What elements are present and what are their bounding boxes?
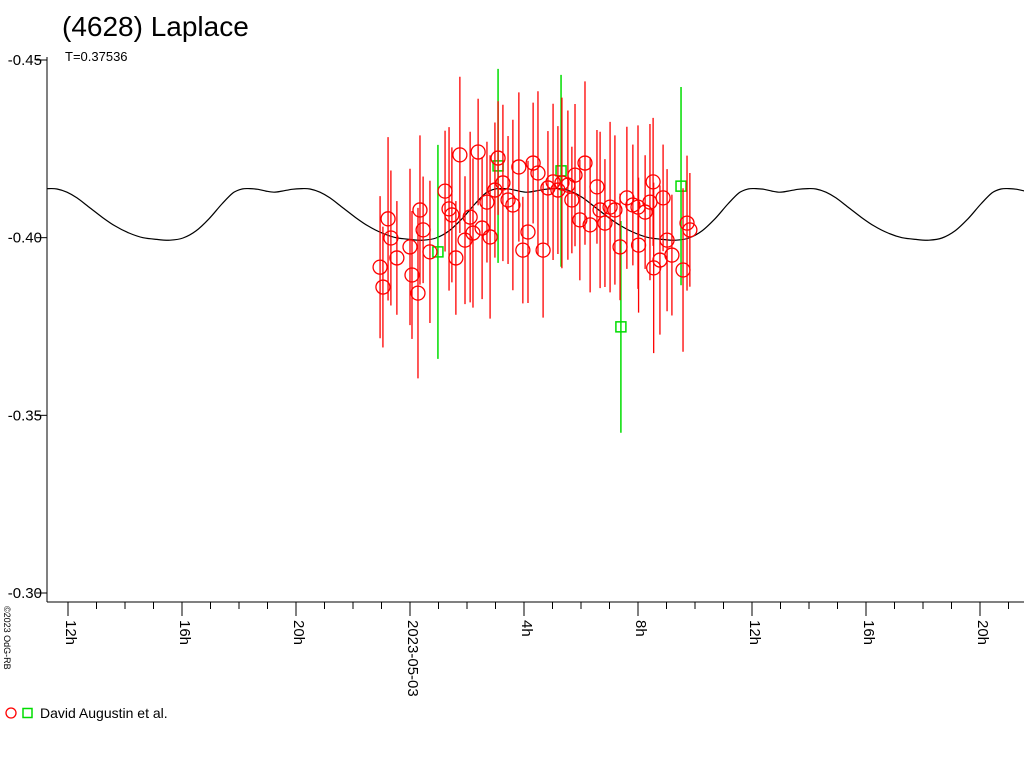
- period-label: T=0.37536: [65, 49, 128, 64]
- circle-marker: [550, 182, 566, 198]
- circle-marker: [655, 190, 671, 206]
- square-marker: [675, 180, 687, 192]
- circle-marker: [412, 202, 428, 218]
- model-curve: [47, 187, 1024, 241]
- circle-marker: [597, 215, 613, 231]
- circle-marker: [592, 202, 608, 218]
- x-tick-label: 20h: [974, 620, 991, 645]
- x-tick-label: 12h: [62, 620, 79, 645]
- legend-markers: [5, 707, 33, 719]
- x-tick-label: 16h: [176, 620, 193, 645]
- circle-marker: [500, 192, 516, 208]
- x-tick-label: 4h: [518, 620, 535, 637]
- circle-marker: [540, 180, 556, 196]
- legend-square-marker-icon: [22, 707, 33, 719]
- square-marker: [432, 246, 444, 258]
- circle-marker: [525, 155, 541, 171]
- circle-marker: [564, 192, 580, 208]
- circle-marker: [372, 259, 388, 275]
- circle-marker: [572, 212, 588, 228]
- legend-circle-marker-icon: [5, 707, 17, 719]
- circle-marker: [637, 204, 653, 220]
- series-circles: [372, 76, 698, 379]
- circle-marker: [567, 167, 583, 183]
- circle-marker: [530, 165, 546, 181]
- circle-marker: [682, 222, 698, 238]
- circle-marker: [545, 174, 561, 190]
- circle-marker: [410, 285, 426, 301]
- legend: David Augustin et al.: [4, 704, 168, 721]
- circle-marker: [402, 239, 418, 255]
- x-tick-label: 20h: [290, 620, 307, 645]
- circle-marker: [465, 225, 481, 241]
- circle-marker: [422, 244, 438, 260]
- circle-marker: [607, 202, 623, 218]
- circle-marker: [535, 242, 551, 258]
- circle-marker: [679, 215, 695, 231]
- legend-label: David Augustin et al.: [40, 704, 168, 721]
- circle-marker: [515, 242, 531, 258]
- circle-marker: [404, 267, 420, 283]
- series-squares: [432, 68, 687, 433]
- circle-marker: [577, 155, 593, 171]
- axes: -0.45 -0.40 -0.35 -0.30 12h 16h 20h 2023-05-03 4…: [8, 52, 1024, 697]
- y-tick-label: -0.45: [8, 52, 42, 69]
- circle-marker: [511, 159, 527, 175]
- circle-marker: [380, 211, 396, 227]
- circle-marker: [482, 229, 498, 245]
- copyright-vertical: ©2023 OdG-RB: [2, 606, 12, 670]
- circle-marker: [589, 179, 605, 195]
- circle-marker: [470, 144, 486, 160]
- circle-marker: [495, 175, 511, 191]
- circle-marker: [554, 175, 570, 191]
- circle-marker: [448, 250, 464, 266]
- circle-marker: [452, 147, 468, 163]
- page-title: (4628) Laplace: [62, 11, 249, 42]
- circle-marker: [375, 279, 391, 295]
- x-tick-label: 8h: [632, 620, 649, 637]
- circle-marker: [520, 224, 536, 240]
- circle-marker: [444, 207, 460, 223]
- x-tick-label: 2023-05-03: [404, 620, 421, 697]
- circle-marker: [462, 209, 478, 225]
- circle-marker: [646, 260, 662, 276]
- circle-marker: [659, 232, 675, 248]
- circle-marker: [479, 194, 495, 210]
- y-tick-label: -0.35: [8, 407, 42, 424]
- circle-marker: [490, 150, 506, 166]
- x-tick-label: 12h: [746, 620, 763, 645]
- circle-marker: [664, 247, 680, 263]
- x-tick-label: 16h: [860, 620, 877, 645]
- y-tick-label: -0.40: [8, 230, 42, 247]
- circle-marker: [474, 220, 490, 236]
- y-tick-label: -0.30: [8, 585, 42, 602]
- square-marker: [615, 321, 627, 333]
- circle-marker: [505, 197, 521, 213]
- circle-marker: [383, 230, 399, 246]
- circle-marker: [389, 250, 405, 266]
